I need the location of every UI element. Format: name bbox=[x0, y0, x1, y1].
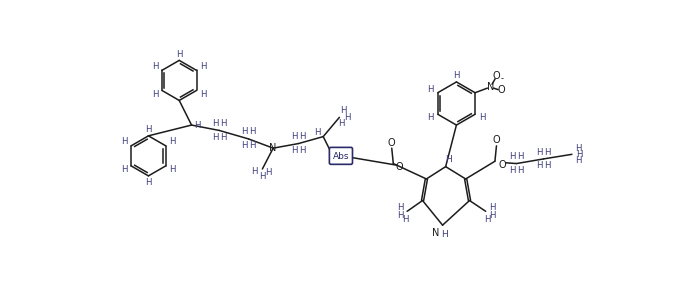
Text: H: H bbox=[121, 165, 127, 174]
Text: H: H bbox=[145, 125, 152, 134]
Text: H: H bbox=[490, 203, 496, 212]
Text: N: N bbox=[487, 82, 494, 91]
Text: H: H bbox=[242, 141, 248, 150]
Text: H: H bbox=[484, 215, 490, 223]
Text: N: N bbox=[432, 228, 439, 238]
Text: O: O bbox=[497, 85, 505, 95]
Text: H: H bbox=[479, 113, 486, 122]
Text: H: H bbox=[428, 85, 434, 94]
Text: H: H bbox=[266, 168, 272, 177]
Text: H: H bbox=[576, 150, 583, 159]
Text: H: H bbox=[397, 203, 403, 212]
Text: H: H bbox=[170, 165, 176, 174]
Text: H: H bbox=[490, 211, 496, 220]
Text: H: H bbox=[251, 167, 258, 176]
Text: H: H bbox=[220, 119, 226, 128]
Text: H: H bbox=[402, 215, 409, 223]
Text: H: H bbox=[517, 152, 524, 161]
Text: H: H bbox=[575, 144, 582, 153]
Text: O: O bbox=[388, 138, 396, 148]
Text: H: H bbox=[340, 106, 347, 115]
Text: O: O bbox=[493, 71, 501, 81]
Text: H: H bbox=[193, 121, 200, 130]
Text: H: H bbox=[537, 161, 543, 170]
Text: H: H bbox=[315, 128, 321, 137]
Text: H: H bbox=[537, 148, 543, 156]
Text: H: H bbox=[176, 50, 183, 59]
Text: H: H bbox=[428, 113, 434, 122]
Text: H: H bbox=[152, 62, 158, 71]
Text: O: O bbox=[492, 135, 501, 145]
FancyBboxPatch shape bbox=[330, 147, 353, 164]
Text: H: H bbox=[453, 71, 460, 80]
Text: O: O bbox=[498, 160, 507, 170]
Text: H: H bbox=[242, 127, 248, 137]
Text: H: H bbox=[212, 119, 219, 128]
Text: H: H bbox=[509, 152, 516, 161]
Text: H: H bbox=[152, 90, 158, 99]
Text: O: O bbox=[396, 162, 403, 172]
Text: H: H bbox=[445, 155, 452, 164]
Text: H: H bbox=[259, 172, 266, 181]
Text: H: H bbox=[299, 146, 306, 155]
Text: H: H bbox=[344, 113, 350, 122]
Text: H: H bbox=[291, 146, 298, 155]
Text: Abs: Abs bbox=[333, 152, 349, 161]
Text: H: H bbox=[220, 133, 226, 142]
Text: H: H bbox=[170, 137, 176, 146]
Text: H: H bbox=[575, 156, 582, 165]
Text: -: - bbox=[501, 74, 503, 83]
Text: H: H bbox=[397, 211, 403, 220]
Text: H: H bbox=[544, 161, 550, 170]
Text: H: H bbox=[338, 119, 344, 128]
Text: H: H bbox=[544, 148, 550, 156]
Text: H: H bbox=[249, 127, 255, 137]
Text: H: H bbox=[200, 90, 207, 99]
Text: H: H bbox=[509, 166, 516, 175]
Text: N: N bbox=[270, 143, 277, 153]
Text: H: H bbox=[291, 132, 298, 141]
Text: H: H bbox=[299, 132, 306, 141]
Text: H: H bbox=[145, 178, 152, 187]
Text: H: H bbox=[212, 133, 219, 142]
Text: H: H bbox=[121, 137, 127, 146]
Text: H: H bbox=[441, 230, 448, 239]
Text: H: H bbox=[200, 62, 207, 71]
Text: H: H bbox=[517, 166, 524, 175]
Text: H: H bbox=[249, 141, 255, 150]
